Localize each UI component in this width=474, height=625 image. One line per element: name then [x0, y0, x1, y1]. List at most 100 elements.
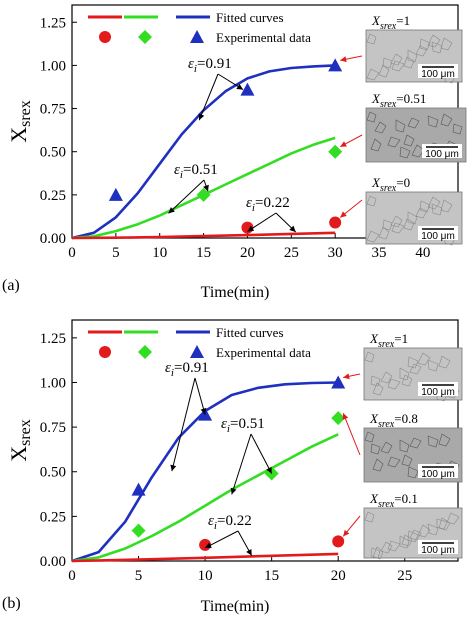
grain-boundary — [378, 226, 390, 240]
grain-boundary — [401, 454, 413, 467]
x-tick-label: 40 — [415, 245, 430, 261]
grain-boundary — [415, 207, 428, 219]
grain-boundary — [364, 511, 375, 523]
grain-boundary — [417, 524, 431, 538]
grain-boundary — [403, 218, 415, 231]
grain-boundary — [438, 433, 451, 447]
grain-boundary — [417, 352, 431, 366]
micrograph-label: Xsrex=0.8 — [369, 411, 418, 430]
data-point-low — [329, 216, 342, 229]
grain-boundary — [364, 351, 375, 363]
grain-boundary — [366, 111, 377, 123]
grain-boundary — [407, 117, 420, 129]
grain-boundary — [387, 136, 401, 148]
x-tick-label: 25 — [284, 245, 299, 261]
grain-boundary — [387, 456, 401, 468]
grain-boundary — [407, 211, 418, 225]
y-axis-title: Xsrex — [6, 419, 34, 462]
scale-bar-label: 100 μm — [421, 387, 455, 398]
grain-boundary — [370, 375, 381, 387]
scale-bar-label: 100 μm — [421, 545, 455, 556]
grain-boundary — [366, 33, 377, 45]
grain-boundary — [411, 144, 425, 158]
x-tick-label: 25 — [397, 568, 412, 584]
legend-marker-mid — [138, 345, 152, 359]
x-tick-label: 15 — [264, 568, 279, 584]
x-tick-label: 30 — [328, 245, 343, 261]
grain-boundary — [407, 356, 419, 369]
fit-curve-low — [71, 552, 339, 563]
y-tick-label: 0.00 — [40, 554, 66, 570]
panel-label: (b) — [2, 595, 21, 612]
grain-boundary — [390, 53, 403, 66]
data-point-high — [328, 58, 343, 72]
strain-arrow-high-head — [170, 464, 177, 472]
grain-boundary — [399, 439, 410, 453]
micrograph-2: Xsrex=0.51 100 μm — [365, 91, 467, 163]
grain-boundary — [372, 546, 384, 560]
legend-experimental-label: Experimental data — [216, 30, 311, 45]
strain-arrow-high-line — [171, 377, 196, 472]
grain-boundary — [409, 437, 422, 449]
legend-marker-high — [190, 345, 204, 358]
data-point-high — [240, 82, 255, 96]
strain-arrow-mid-line — [231, 433, 252, 495]
data-point-low — [199, 538, 212, 551]
data-point-mid — [328, 144, 343, 159]
data-point-mid — [331, 411, 346, 426]
y-axis-title: Xsrex — [6, 100, 34, 143]
x-tick-label: 20 — [331, 568, 346, 584]
grain-boundary — [391, 60, 405, 72]
grain-boundary — [440, 37, 453, 51]
grain-boundary — [366, 195, 377, 207]
x-tick-label: 10 — [198, 568, 213, 584]
micrograph-arrow-head — [343, 529, 350, 537]
grain-boundary — [415, 45, 428, 57]
data-point-high — [331, 375, 346, 389]
strain-arrow-high-line — [198, 73, 219, 121]
scale-bar-label: 100 μm — [421, 69, 455, 80]
strain-arrow-high-head — [236, 83, 244, 90]
grain-boundary — [419, 38, 431, 51]
micrograph-arrow-head — [340, 56, 347, 63]
strain-label-low: εi=0.22 — [208, 513, 252, 532]
grain-boundary — [403, 134, 415, 147]
grain-boundary — [452, 123, 463, 135]
micrograph-3: Xsrex=0 100 μm — [365, 175, 463, 246]
grain-boundary — [378, 64, 390, 78]
y-tick-label: 1.00 — [40, 58, 66, 74]
legend-fitted-label: Fitted curves — [216, 10, 284, 25]
micrograph-label: Xsrex=0.1 — [369, 491, 418, 510]
x-axis-title: Time(min) — [201, 284, 270, 301]
grain-boundary — [427, 435, 439, 448]
micrograph-arrow-head — [342, 413, 349, 420]
y-tick-label: 1.25 — [40, 15, 66, 31]
fit-curve-mid — [71, 433, 339, 563]
grain-boundary — [407, 466, 419, 479]
y-tick-label: 1.00 — [40, 375, 66, 391]
grain-boundary — [427, 359, 439, 372]
data-point-high — [131, 482, 146, 496]
grain-boundary — [431, 203, 443, 216]
legend-marker-low — [99, 31, 111, 43]
micrograph-label: Xsrex=0.51 — [371, 91, 426, 110]
data-point-mid — [196, 187, 211, 202]
chart-panel: 0 5 10 15 20 25 0.00 0.25 0.50 0.75 1.00 1.25 Time(m… — [2, 319, 463, 615]
grain-boundary — [366, 68, 380, 81]
legend-marker-mid — [138, 30, 152, 44]
grain-boundary — [403, 56, 415, 69]
legend-marker-high — [190, 30, 204, 43]
grain-boundary — [366, 230, 380, 243]
strain-arrow-mid-head — [230, 487, 237, 495]
data-point-high — [108, 187, 123, 201]
panel-label: (a) — [2, 277, 20, 294]
strain-arrow-mid-head — [203, 184, 209, 192]
grain-boundary — [380, 371, 393, 384]
grain-boundary — [382, 57, 393, 69]
strain-arrow-mid-line — [250, 433, 273, 474]
strain-arrow-low-head — [247, 225, 255, 232]
micrograph-arrow-head — [343, 373, 350, 380]
strain-arrow-high-line — [194, 377, 206, 415]
grain-boundary — [370, 443, 381, 455]
micrograph-label: Xsrex=1 — [371, 13, 410, 32]
